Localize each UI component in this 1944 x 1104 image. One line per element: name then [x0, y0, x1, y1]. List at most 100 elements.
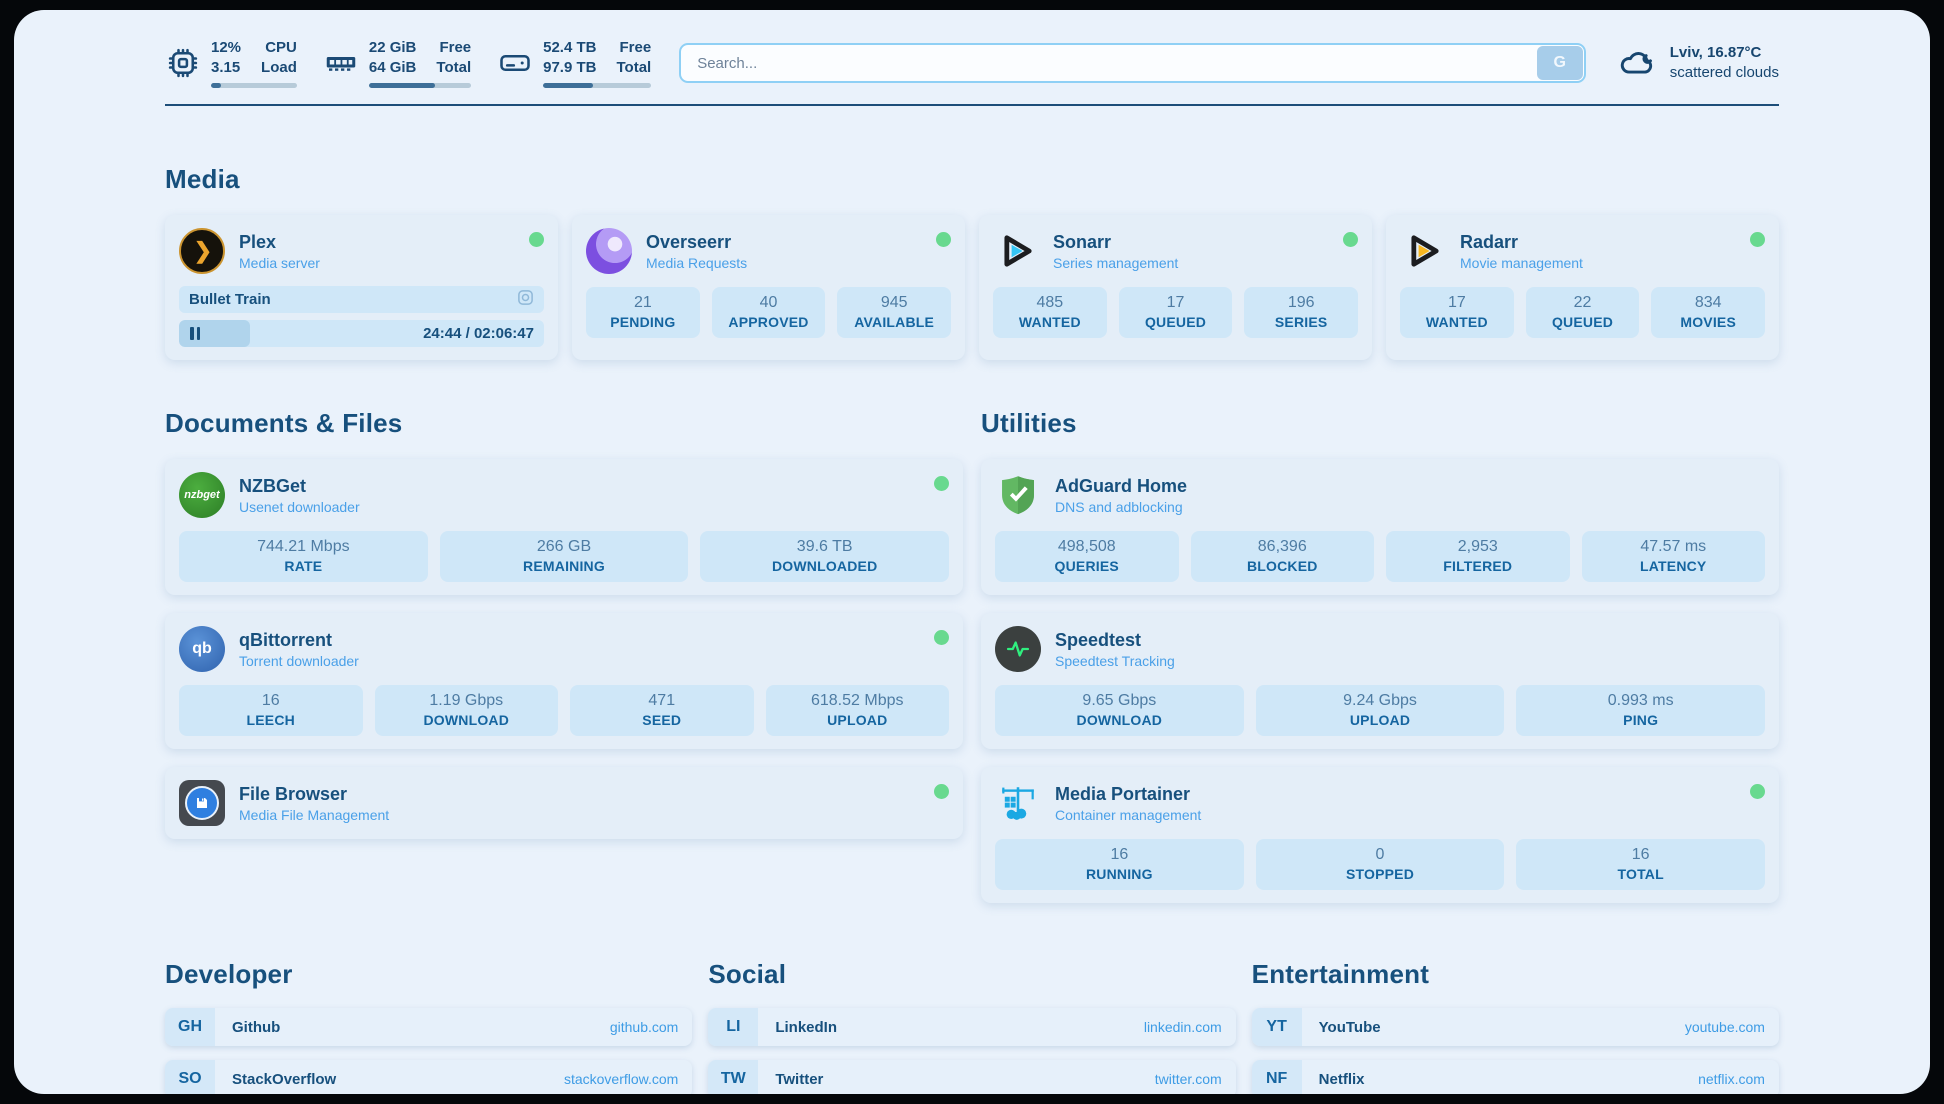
section-title-developer: Developer	[165, 959, 293, 989]
stat-value: 1.19 Gbps	[429, 692, 504, 709]
link-row-netflix[interactable]: NF Netflix netflix.com	[1251, 1060, 1779, 1094]
app-name: Overseerr	[646, 231, 732, 252]
stat-value: 498,508	[1057, 538, 1116, 555]
stat-pill: 39.6 TB DOWNLOADED	[700, 531, 950, 582]
app-card-sonarr[interactable]: Sonarr Series management 485 WANTED 17 Q…	[979, 215, 1372, 360]
weather-widget: Lviv, 16.87°C scattered clouds	[1618, 43, 1779, 84]
status-online-dot	[529, 232, 544, 247]
app-subtitle: Speedtest Tracking	[1055, 652, 1175, 669]
links-section-social: Social LI LinkedIn linkedin.com TW Twitt…	[708, 959, 1236, 1094]
now-playing-title: Bullet Train	[189, 291, 271, 308]
link-name: Github	[232, 1018, 281, 1036]
app-card-overseerr[interactable]: Overseerr Media Requests 21 PENDING 40 A…	[572, 215, 965, 360]
link-url: github.com	[609, 1019, 679, 1035]
stat-pill: 498,508 QUERIES	[995, 531, 1179, 582]
stat-pill: 471 SEED	[570, 685, 754, 736]
link-row-linkedin[interactable]: LI LinkedIn linkedin.com	[708, 1008, 1236, 1046]
stat-label: PING	[1623, 712, 1659, 728]
stat-label: TOTAL	[1617, 866, 1664, 882]
app-name: Plex	[239, 231, 277, 252]
app-card-portainer[interactable]: Media Portainer Container management 16 …	[981, 767, 1779, 903]
stat-pill: 9.65 Gbps DOWNLOAD	[995, 685, 1244, 736]
disk-label-1: Free	[619, 39, 652, 56]
portainer-icon	[995, 780, 1041, 826]
stat-label: SERIES	[1274, 314, 1328, 330]
search-engine-button[interactable]: G	[1536, 46, 1583, 80]
stat-value: 0.993 ms	[1607, 692, 1674, 709]
search-bar: G	[679, 43, 1586, 83]
stat-pill: 266 GB REMAINING	[439, 531, 689, 582]
stat-pill: 0.993 ms PING	[1516, 685, 1766, 736]
stat-value: 0	[1375, 846, 1385, 863]
link-url: linkedin.com	[1143, 1019, 1222, 1035]
cpu-label-2: Load	[261, 58, 297, 76]
app-card-adguard[interactable]: AdGuard Home DNS and adblocking 498,508 …	[981, 459, 1779, 595]
session-info-icon[interactable]	[517, 289, 534, 310]
app-subtitle: Usenet downloader	[239, 498, 360, 515]
dashboard: 12% 3.15 CPU Load	[14, 10, 1930, 1094]
header-divider	[165, 104, 1779, 106]
stat-label: UPLOAD	[1349, 712, 1411, 728]
app-subtitle: Media server	[239, 254, 320, 271]
sonarr-icon	[993, 228, 1039, 274]
stat-value: 40	[759, 294, 778, 311]
app-card-qbittorrent[interactable]: qb qBittorrent Torrent downloader 16 LEE…	[165, 613, 963, 749]
cpu-stat: 12% 3.15 CPU Load	[165, 38, 297, 88]
link-abbr: LI	[708, 1008, 759, 1046]
link-abbr: YT	[1251, 1008, 1302, 1046]
app-subtitle: Media Requests	[646, 254, 748, 271]
app-card-radarr[interactable]: Radarr Movie management 17 WANTED 22 QUE…	[1386, 215, 1779, 360]
app-name: File Browser	[239, 783, 348, 804]
app-card-speedtest[interactable]: Speedtest Speedtest Tracking 9.65 Gbps D…	[981, 613, 1779, 749]
link-row-stackoverflow[interactable]: SO StackOverflow stackoverflow.com	[165, 1060, 693, 1094]
section-title-documents: Documents & Files	[165, 408, 403, 438]
app-subtitle: Movie management	[1460, 254, 1583, 271]
stat-value: 266 GB	[536, 538, 592, 555]
stat-value: 16	[261, 692, 280, 709]
stat-value: 471	[648, 692, 676, 709]
stat-label: DOWNLOAD	[1076, 712, 1163, 728]
stat-value: 196	[1287, 294, 1315, 311]
status-online-dot	[936, 232, 951, 247]
section-title-entertainment: Entertainment	[1251, 959, 1430, 989]
search-input[interactable]	[679, 43, 1586, 83]
stat-pill: 2,953 FILTERED	[1386, 531, 1570, 582]
stat-value: 834	[1694, 294, 1722, 311]
stat-pill: 1.19 Gbps DOWNLOAD	[374, 685, 558, 736]
stat-label: UPLOAD	[827, 712, 888, 728]
disk-total: 97.9 TB	[543, 58, 597, 76]
top-bar: 12% 3.15 CPU Load	[165, 38, 1779, 88]
section-title-utilities: Utilities	[981, 408, 1077, 438]
app-subtitle: Series management	[1053, 254, 1179, 271]
app-card-nzbget[interactable]: nzbget NZBGet Usenet downloader 744.21 M…	[165, 459, 963, 595]
link-row-youtube[interactable]: YT YouTube youtube.com	[1251, 1008, 1779, 1046]
app-name: Media Portainer	[1055, 783, 1191, 804]
app-name: Sonarr	[1053, 231, 1112, 252]
cpu-label-1: CPU	[265, 39, 297, 56]
system-stats: 12% 3.15 CPU Load	[165, 38, 652, 88]
stat-pill: 9.24 Gbps UPLOAD	[1255, 685, 1505, 736]
stat-label: WANTED	[1018, 314, 1081, 330]
app-card-filebrowser[interactable]: File Browser Media File Management	[165, 767, 963, 839]
stat-pill: 22 QUEUED	[1525, 287, 1640, 338]
disk-free: 52.4 TB	[543, 39, 597, 56]
ram-label-1: Free	[439, 39, 472, 56]
ram-total: 64 GiB	[368, 58, 417, 76]
stat-value: 22	[1573, 294, 1592, 311]
radarr-icon	[1400, 228, 1446, 274]
link-name: LinkedIn	[775, 1018, 837, 1036]
link-row-twitter[interactable]: TW Twitter twitter.com	[708, 1060, 1236, 1094]
link-row-github[interactable]: GH Github github.com	[165, 1008, 693, 1046]
app-subtitle: Container management	[1055, 806, 1202, 823]
app-card-plex[interactable]: ❯ Plex Media server Bullet Train	[165, 215, 558, 360]
status-online-dot	[934, 630, 949, 645]
stat-label: BLOCKED	[1246, 558, 1318, 574]
stat-pill: 618.52 Mbps UPLOAD	[765, 685, 949, 736]
stat-label: AVAILABLE	[854, 314, 935, 330]
stat-label: QUEUED	[1144, 314, 1207, 330]
ram-progressbar	[368, 83, 472, 88]
stat-value: 47.57 ms	[1640, 538, 1707, 555]
app-subtitle: Torrent downloader	[239, 652, 359, 669]
stat-pill: 40 APPROVED	[711, 287, 826, 338]
section-title-media: Media	[165, 164, 240, 194]
